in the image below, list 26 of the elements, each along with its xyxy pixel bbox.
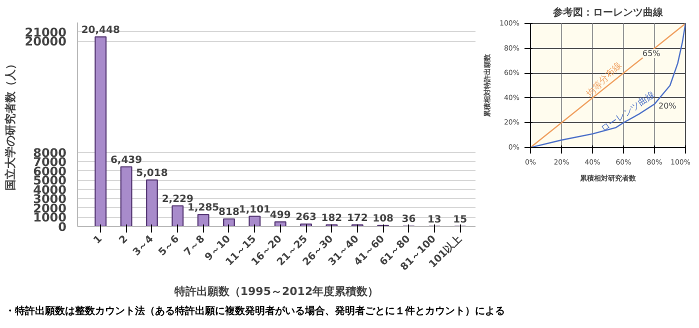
data-label: 263 [296,212,317,224]
data-label: 15 [453,214,468,226]
data-label: 13 [427,214,442,226]
text: ・特許出願数は整数カウント法（ある特許出願に複数発明者がいる場合、発明者ごとに１件とカウント）による [5,305,505,319]
data-label: 20,448 [81,24,120,36]
data-label: 108 [372,214,394,224]
x-axis-title: 特許出願数（1995～2012年度累積数） [173,284,379,298]
annotation: 20% [658,102,677,110]
data-label: 6,439 [110,154,142,166]
x-tick-label: 5～6 [156,234,182,258]
data-label: 172 [346,212,368,224]
chart-title: 参考図：ローレンツ曲線 [552,6,664,18]
data-label: 5,018 [136,168,168,179]
x-tick-label: 1 [92,234,105,246]
annotation: 65% [642,49,661,58]
data-label: 818 [218,206,240,218]
data-label: 182 [321,212,342,224]
x-tick-label: 2 [117,234,130,246]
text: 均等分布線 [584,60,624,100]
y-axis-title: 国立大学の研究者数（人） [4,58,17,190]
data-label: 2,229 [162,194,194,205]
data-label: 499 [270,210,291,221]
data-label: 36 [402,214,416,226]
data-label: 1,101 [238,204,271,216]
data-label: 1,285 [188,202,220,214]
x-tick-label: 3～4 [131,234,156,258]
